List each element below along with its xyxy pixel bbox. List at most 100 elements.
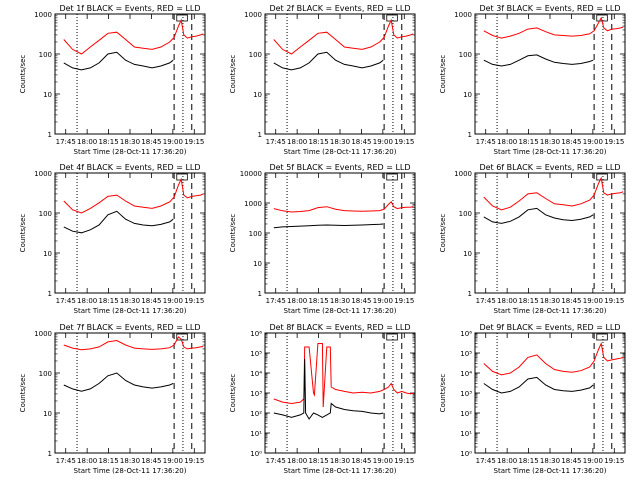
x-tick-label: 18:00 [77,457,97,465]
series-line-black [63,372,174,392]
y-tick-label: 1 [48,450,52,458]
y-axis-label: Counts/sec [19,55,27,94]
panel-title: Det 5f BLACK = Events, RED = LLD [269,163,410,172]
annotation-box [176,173,188,181]
y-tick-label: 10 [253,260,262,268]
y-tick-label: 10 [463,91,472,99]
y-tick-label: 1 [468,131,472,139]
panel-4: Det 4f BLACK = Events, RED = LLD Counts/s… [19,163,206,315]
y-tick-label: 10⁴ [460,370,472,378]
x-tick-label: 18:15 [98,138,118,146]
panel-title: Det 1f BLACK = Events, RED = LLD [59,4,200,13]
annotation-box [386,173,398,181]
y-tick-label: 10⁶ [250,330,262,338]
x-tick-label: 18:00 [77,138,97,146]
series-line-black [273,51,384,71]
plot-frame [264,172,416,294]
annotation-box [176,333,188,341]
y-tick-label: 10⁰ [460,450,472,458]
annotation-box [386,14,398,22]
x-tick-label: 18:15 [98,297,118,305]
series-line-black [483,376,594,394]
plot-frame [474,13,626,135]
plot-frame [54,332,206,454]
panel-5: Det 5f BLACK = Events, RED = LLD Counts/s… [229,163,416,315]
y-tick-label: 1000 [454,170,472,178]
x-tick-label: 19:15 [394,297,414,305]
x-axis-label: Start Time (28-Oct-11 17:36:20) [494,148,607,156]
y-tick-label: 100 [459,51,472,59]
y-tick-label: 100 [249,230,262,238]
y-tick-label: 10⁵ [250,350,262,358]
panel-7: Det 7f BLACK = Events, RED = LLD Counts/s… [19,323,206,475]
x-tick-label: 17:45 [56,457,76,465]
y-tick-label: 1000 [34,170,52,178]
x-tick-label: 18:30 [330,457,350,465]
y-axis-label: Counts/sec [439,214,447,253]
plot-frame [54,172,206,294]
series-line-black [273,358,384,420]
x-tick-label: 19:00 [583,297,603,305]
x-tick-label: 18:00 [287,297,307,305]
y-tick-label: 10 [253,91,262,99]
y-tick-label: 100 [39,51,52,59]
panel-1: Det 1f BLACK = Events, RED = LLD Counts/s… [19,4,206,156]
panel-2: Det 2f BLACK = Events, RED = LLD Counts/s… [229,4,416,156]
x-tick-label: 17:45 [476,457,496,465]
y-tick-label: 1000 [34,11,52,19]
y-axis-label: Counts/sec [229,55,237,94]
series-line-red [273,343,414,408]
y-tick-label: 1000 [454,11,472,19]
x-tick-label: 18:30 [540,457,560,465]
y-axis-label: Counts/sec [19,214,27,253]
x-tick-label: 18:00 [497,297,517,305]
series-line-red [483,176,624,211]
series-line-black [63,210,174,234]
x-tick-label: 17:45 [476,138,496,146]
series-line-red [483,341,624,376]
y-tick-label: 1000 [244,200,262,208]
x-tick-label: 18:45 [561,457,581,465]
x-tick-label: 18:00 [497,457,517,465]
annotation-box [596,333,608,341]
panel-title: Det 8f BLACK = Events, RED = LLD [269,323,410,332]
y-tick-label: 100 [39,370,52,378]
y-tick-label: 10² [460,410,472,418]
x-tick-label: 19:15 [604,297,624,305]
x-tick-label: 19:15 [394,457,414,465]
y-tick-label: 10 [43,91,52,99]
y-tick-label: 10000 [240,170,262,178]
x-tick-label: 18:00 [77,297,97,305]
y-tick-label: 100 [39,210,52,218]
x-tick-label: 17:45 [266,297,286,305]
x-axis-label: Start Time (28-Oct-11 17:36:20) [74,148,187,156]
annotation-box [386,333,398,341]
y-tick-label: 100 [459,210,472,218]
x-axis-label: Start Time (28-Oct-11 17:36:20) [74,467,187,475]
x-tick-label: 18:30 [120,297,140,305]
x-tick-label: 18:30 [540,297,560,305]
y-tick-label: 1000 [244,11,262,19]
x-tick-label: 18:45 [351,457,371,465]
x-tick-label: 18:30 [540,138,560,146]
plot-frame [264,332,416,454]
x-tick-label: 19:15 [604,457,624,465]
series-line-red [273,200,414,213]
x-tick-label: 18:15 [518,138,538,146]
panel-title: Det 4f BLACK = Events, RED = LLD [59,163,200,172]
x-tick-label: 19:00 [163,138,183,146]
plot-frame [474,172,626,294]
x-tick-label: 18:45 [561,138,581,146]
y-axis-label: Counts/sec [229,214,237,253]
x-tick-label: 18:00 [497,138,517,146]
y-tick-label: 10³ [250,390,262,398]
y-axis-label: Counts/sec [229,374,237,413]
series-line-red [483,16,624,39]
x-tick-label: 19:15 [184,457,204,465]
x-tick-label: 18:15 [518,457,538,465]
x-tick-label: 19:00 [583,138,603,146]
series-line-red [273,18,414,55]
x-tick-label: 18:30 [120,457,140,465]
x-tick-label: 19:15 [394,138,414,146]
y-tick-label: 10 [43,410,52,418]
